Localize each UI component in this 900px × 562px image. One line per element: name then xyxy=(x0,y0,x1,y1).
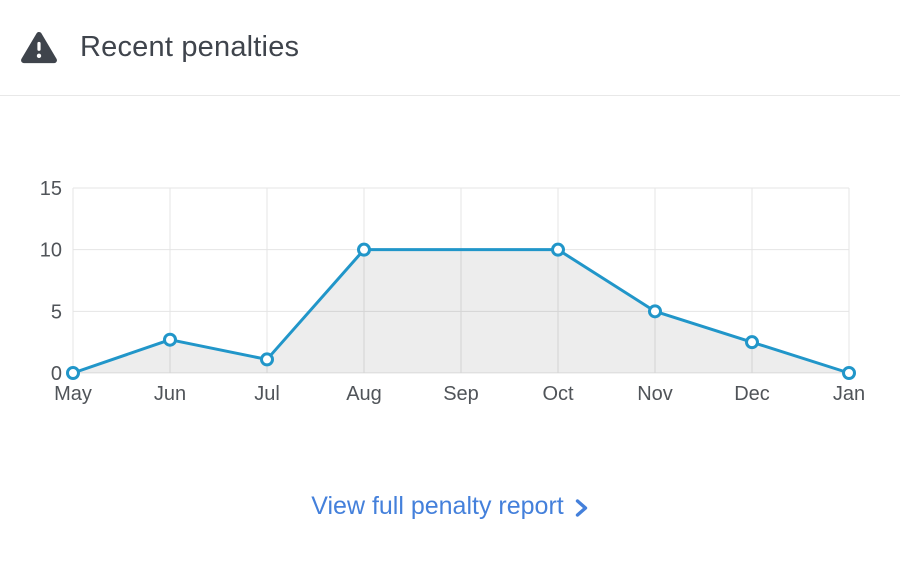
x-axis-tick-label: Jul xyxy=(254,383,280,405)
data-point-marker[interactable] xyxy=(551,242,565,257)
chart-container: 0 5 10 15 May Jun Jul Aug Sep Oct Nov Dec Jan xyxy=(0,150,900,430)
x-axis-tick-label: Dec xyxy=(734,383,770,405)
data-point-marker[interactable] xyxy=(745,335,759,350)
x-axis-tick-label: Aug xyxy=(346,383,382,405)
panel-footer: View full penalty report xyxy=(0,492,900,521)
y-axis-tick-label: 10 xyxy=(40,240,62,262)
y-axis-tick-label: 15 xyxy=(40,178,62,200)
data-point-marker[interactable] xyxy=(842,366,856,380)
y-axis-tick-label: 0 xyxy=(51,363,62,385)
x-axis-tick-label: Jun xyxy=(154,383,186,405)
data-line xyxy=(71,248,851,375)
x-axis-tick-label: Jan xyxy=(833,383,865,405)
view-report-link[interactable]: View full penalty report xyxy=(311,492,588,521)
data-point-marker[interactable] xyxy=(357,242,371,257)
panel-header: Recent penalties xyxy=(0,0,900,96)
warning-triangle-icon xyxy=(20,31,58,65)
view-report-link-label: View full penalty report xyxy=(311,492,564,520)
x-axis-tick-label: May xyxy=(54,383,92,405)
penalties-chart: 0 5 10 15 May Jun Jul Aug Sep Oct Nov Dec Jan xyxy=(40,178,865,405)
chevron-right-icon xyxy=(574,496,589,520)
data-point-marker[interactable] xyxy=(260,352,274,367)
data-point-marker[interactable] xyxy=(648,304,662,319)
area-fill xyxy=(73,249,849,373)
data-point-marker[interactable] xyxy=(66,366,80,380)
data-point-marker[interactable] xyxy=(163,332,177,347)
x-axis-tick-label: Nov xyxy=(637,383,673,405)
x-axis-tick-label: Sep xyxy=(443,383,479,405)
y-axis-tick-label: 5 xyxy=(51,301,62,323)
panel-title: Recent penalties xyxy=(80,31,300,63)
x-axis-tick-label: Oct xyxy=(542,383,574,405)
